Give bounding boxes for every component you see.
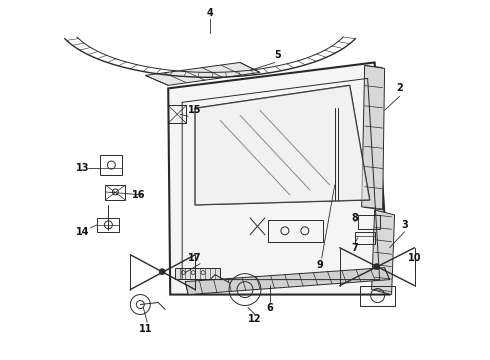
Text: 14: 14 xyxy=(76,227,89,237)
Text: 7: 7 xyxy=(351,243,358,253)
Text: 9: 9 xyxy=(317,260,323,270)
Bar xyxy=(168,105,186,123)
Bar xyxy=(358,215,380,229)
Circle shape xyxy=(159,269,165,275)
Polygon shape xyxy=(371,210,394,294)
Text: 17: 17 xyxy=(188,253,202,263)
Text: 8: 8 xyxy=(351,213,358,223)
Bar xyxy=(268,220,323,242)
Text: 13: 13 xyxy=(76,163,89,173)
Bar xyxy=(360,285,394,306)
Text: 16: 16 xyxy=(131,190,145,200)
Polygon shape xyxy=(168,62,390,294)
Text: 11: 11 xyxy=(139,324,152,334)
Bar xyxy=(105,185,125,200)
Text: 12: 12 xyxy=(248,314,262,324)
Bar xyxy=(98,218,120,232)
Text: 3: 3 xyxy=(401,220,408,230)
Polygon shape xyxy=(145,62,260,85)
Bar xyxy=(355,232,375,244)
Text: 6: 6 xyxy=(267,302,273,312)
Polygon shape xyxy=(185,268,390,294)
Circle shape xyxy=(374,264,380,270)
Text: 10: 10 xyxy=(408,253,421,263)
Bar xyxy=(100,155,122,175)
Text: 5: 5 xyxy=(274,50,281,60)
Text: 2: 2 xyxy=(396,84,403,93)
Bar xyxy=(175,268,220,279)
Text: 4: 4 xyxy=(207,8,214,18)
Text: 15: 15 xyxy=(188,105,202,115)
Polygon shape xyxy=(195,85,369,205)
Polygon shape xyxy=(362,66,385,210)
